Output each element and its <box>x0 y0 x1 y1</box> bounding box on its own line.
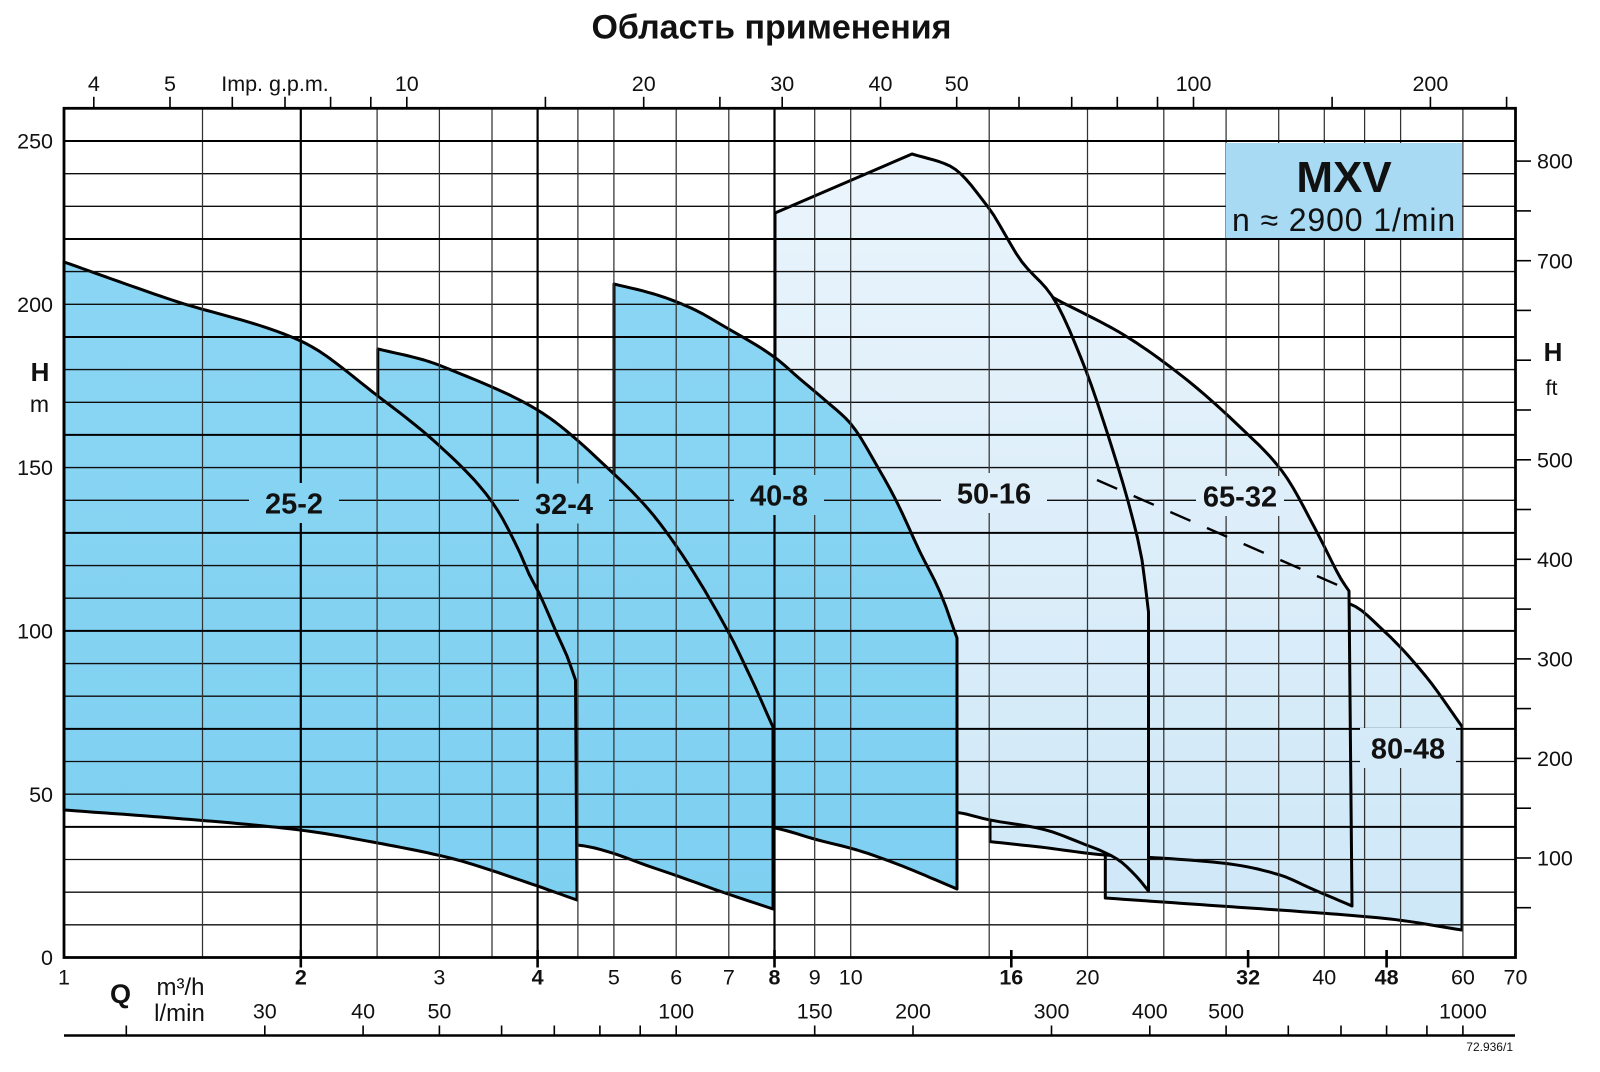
svg-text:H: H <box>31 357 50 387</box>
svg-text:6: 6 <box>670 965 682 989</box>
svg-text:Q: Q <box>110 979 131 1009</box>
svg-text:20: 20 <box>632 72 656 96</box>
svg-text:0: 0 <box>41 946 53 970</box>
svg-text:100: 100 <box>658 1000 694 1024</box>
svg-text:3: 3 <box>433 965 445 989</box>
svg-text:50: 50 <box>29 783 53 807</box>
svg-text:8: 8 <box>769 965 781 989</box>
svg-text:7: 7 <box>723 965 735 989</box>
svg-text:2: 2 <box>295 965 307 989</box>
svg-text:400: 400 <box>1537 548 1573 572</box>
svg-text:100: 100 <box>17 620 53 644</box>
svg-text:250: 250 <box>17 130 53 154</box>
svg-text:500: 500 <box>1208 1000 1244 1024</box>
svg-text:100: 100 <box>1176 72 1212 96</box>
svg-text:30: 30 <box>253 1000 277 1024</box>
svg-text:l/min: l/min <box>154 1000 205 1027</box>
svg-text:16: 16 <box>999 965 1023 989</box>
svg-text:ft: ft <box>1546 376 1558 400</box>
svg-text:50: 50 <box>945 72 969 96</box>
svg-text:MXV: MXV <box>1296 153 1392 202</box>
svg-text:m: m <box>30 391 49 417</box>
svg-text:50: 50 <box>427 1000 451 1024</box>
svg-text:200: 200 <box>1537 747 1573 771</box>
svg-text:4: 4 <box>88 72 100 96</box>
svg-text:1000: 1000 <box>1439 1000 1487 1024</box>
svg-text:48: 48 <box>1375 965 1399 989</box>
svg-text:700: 700 <box>1537 249 1573 273</box>
svg-text:4: 4 <box>532 965 544 989</box>
svg-text:200: 200 <box>17 293 53 317</box>
svg-text:800: 800 <box>1537 150 1573 174</box>
svg-text:25-2: 25-2 <box>265 489 323 521</box>
svg-text:70: 70 <box>1504 965 1528 989</box>
svg-text:200: 200 <box>1412 72 1448 96</box>
svg-text:10: 10 <box>839 965 863 989</box>
svg-text:1: 1 <box>58 965 70 989</box>
svg-text:50-16: 50-16 <box>957 479 1031 511</box>
svg-text:n ≈ 2900 1/min: n ≈ 2900 1/min <box>1232 202 1456 238</box>
svg-text:30: 30 <box>770 72 794 96</box>
svg-text:300: 300 <box>1537 648 1573 672</box>
svg-text:10: 10 <box>395 72 419 96</box>
svg-text:m³/h: m³/h <box>157 974 205 1001</box>
svg-text:60: 60 <box>1451 965 1475 989</box>
svg-text:32-4: 32-4 <box>535 489 593 521</box>
svg-text:200: 200 <box>895 1000 931 1024</box>
svg-text:32: 32 <box>1236 965 1260 989</box>
svg-text:20: 20 <box>1076 965 1100 989</box>
svg-text:100: 100 <box>1537 847 1573 871</box>
svg-text:40: 40 <box>351 1000 375 1024</box>
svg-text:150: 150 <box>797 1000 833 1024</box>
svg-text:9: 9 <box>809 965 821 989</box>
svg-text:Imp. g.p.m.: Imp. g.p.m. <box>221 72 329 96</box>
svg-text:Область применения: Область применения <box>591 9 951 47</box>
svg-text:40: 40 <box>1312 965 1336 989</box>
svg-text:H: H <box>1544 337 1563 367</box>
svg-text:150: 150 <box>17 456 53 480</box>
svg-text:300: 300 <box>1034 1000 1070 1024</box>
svg-text:5: 5 <box>608 965 620 989</box>
svg-text:72.936/1: 72.936/1 <box>1466 1040 1513 1054</box>
svg-text:400: 400 <box>1132 1000 1168 1024</box>
svg-text:40-8: 40-8 <box>750 481 808 513</box>
svg-text:40: 40 <box>869 72 893 96</box>
svg-text:80-48: 80-48 <box>1371 734 1445 766</box>
svg-text:500: 500 <box>1537 448 1573 472</box>
svg-text:5: 5 <box>164 72 176 96</box>
svg-text:65-32: 65-32 <box>1203 482 1277 514</box>
